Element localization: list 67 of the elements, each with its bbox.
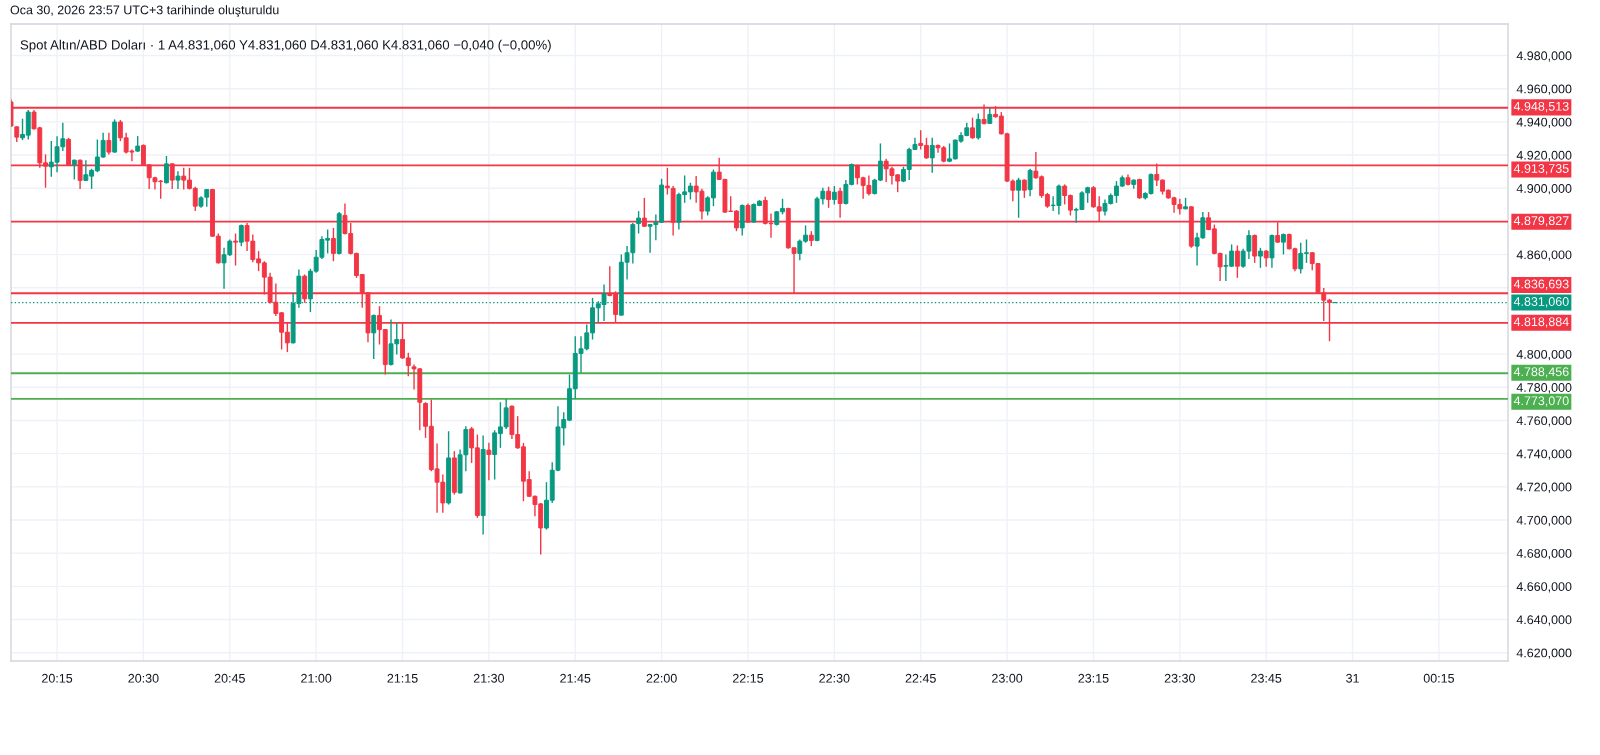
x-tick-label: 23:30 <box>1164 673 1195 683</box>
ref-line-label: 4.913,735 <box>1513 164 1569 175</box>
candlestick <box>1021 178 1027 199</box>
candlestick <box>164 155 169 185</box>
y-tick-label: 4.760,000 <box>1516 416 1572 427</box>
candlestick <box>929 137 935 174</box>
x-tick-label: 21:00 <box>301 673 332 683</box>
candlestick <box>636 210 642 235</box>
x-tick-label: 21:30 <box>473 673 505 683</box>
x-tick-label: 20:30 <box>128 673 159 683</box>
x-tick-label: 23:00 <box>992 673 1023 683</box>
y-tick-label: 4.780,000 <box>1516 383 1572 394</box>
y-tick-label: 4.680,000 <box>1516 548 1572 560</box>
ref-line-label: 4.879,827 <box>1513 216 1569 227</box>
y-tick-label: 4.920,000 <box>1516 150 1572 162</box>
y-tick-label: 4.620,000 <box>1516 648 1572 659</box>
y-tick-label: 4.940,000 <box>1516 117 1572 128</box>
text: Spot Altın/ABD Doları · 1 A4.831,060 Y4.831,060 D4.831,060 K4.831,060 −0,040 (−0,00%) <box>20 39 551 53</box>
x-tick-label: 22:15 <box>732 673 764 683</box>
x-tick-label: 22:00 <box>646 673 677 683</box>
x-tick-label: 21:15 <box>387 673 418 683</box>
x-tick-label: 23:15 <box>1078 673 1109 683</box>
candlestick <box>1016 177 1022 219</box>
ref-line-label: 4.948,513 <box>1513 101 1569 113</box>
candlestick <box>664 167 670 196</box>
candlestick <box>837 187 843 219</box>
candlestick <box>106 132 112 156</box>
candlestick <box>831 185 837 206</box>
ref-line-label: 4.818,884 <box>1513 317 1569 328</box>
y-tick-label: 4.720,000 <box>1516 482 1572 493</box>
x-tick-label: 20:45 <box>214 673 245 683</box>
candlestick <box>330 227 336 262</box>
candlestick <box>745 202 751 224</box>
x-tick-label: 22:30 <box>819 673 850 683</box>
candlestick <box>371 313 377 360</box>
chart-title: Oca 30, 2026 23:57 UTC+3 tarihinde oluşturuldu <box>10 5 279 17</box>
x-tick-label: 22:45 <box>905 673 936 683</box>
x-tick-label: 31 <box>1346 673 1359 683</box>
candlestick <box>739 203 745 237</box>
candlestick <box>1252 233 1258 264</box>
candlestick <box>233 232 238 267</box>
y-tick-label: 4.900,000 <box>1516 184 1572 195</box>
x-tick-label: 00:15 <box>1423 673 1455 683</box>
candlestick <box>975 112 981 141</box>
candlestick <box>970 117 975 140</box>
ref-line-label: 4.773,070 <box>1513 396 1569 407</box>
y-tick-label: 4.740,000 <box>1516 449 1572 460</box>
candlestick <box>175 170 181 190</box>
x-tick-label: 20:15 <box>42 673 73 683</box>
y-tick-label: 4.660,000 <box>1516 582 1572 593</box>
ref-line-label: 4.788,456 <box>1513 367 1569 378</box>
y-tick-label: 4.980,000 <box>1516 51 1572 62</box>
x-tick-label: 21:45 <box>560 673 591 683</box>
y-tick-label: 4.860,000 <box>1516 250 1572 261</box>
candlestick <box>1269 233 1275 269</box>
candlestick <box>1257 247 1263 269</box>
ref-line-label: 4.831,060 <box>1513 297 1569 308</box>
y-tick-label: 4.960,000 <box>1516 84 1572 95</box>
ref-line-label: 4.836,693 <box>1513 279 1569 290</box>
candlestick <box>486 442 492 481</box>
y-tick-label: 4.640,000 <box>1516 615 1572 626</box>
y-tick-label: 4.800,000 <box>1516 349 1572 361</box>
x-tick-label: 23:45 <box>1251 673 1282 683</box>
candlestick <box>1234 244 1240 279</box>
y-tick-label: 4.700,000 <box>1516 515 1572 527</box>
candlestick <box>826 186 832 209</box>
candlestick <box>1027 168 1033 197</box>
